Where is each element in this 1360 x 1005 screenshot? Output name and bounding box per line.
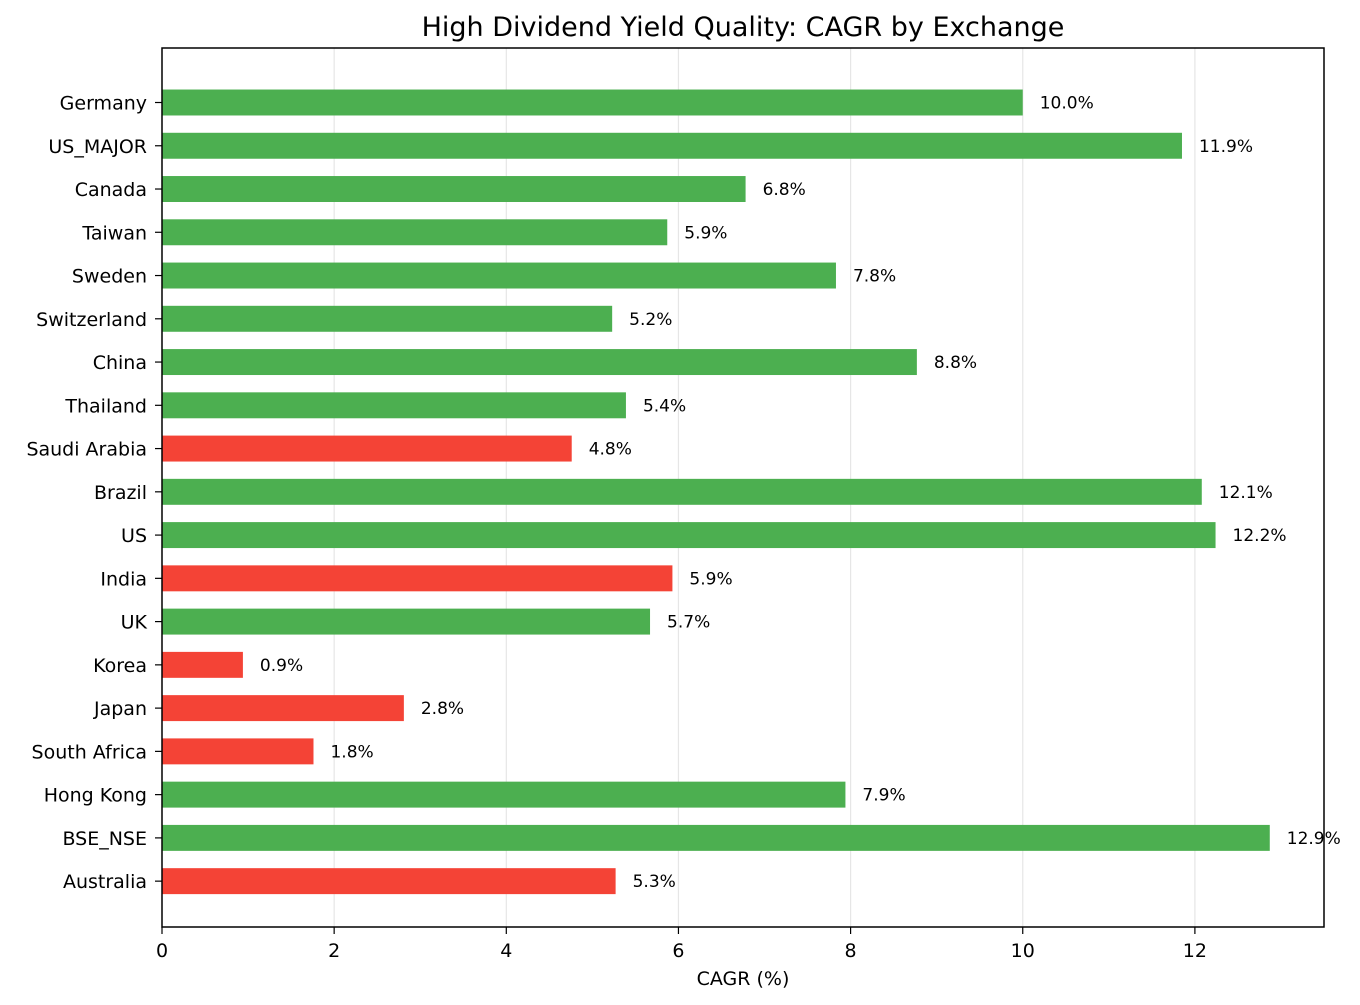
y-tick-label: Brazil: [94, 482, 147, 504]
data-label: 5.7%: [667, 613, 710, 633]
bars: [162, 89, 1270, 895]
x-tick-label: 10: [1011, 940, 1035, 962]
data-label: 5.9%: [684, 223, 727, 243]
bar: [162, 651, 243, 678]
data-label: 11.9%: [1199, 137, 1253, 157]
y-tick-label: US_MAJOR: [48, 136, 147, 158]
x-tick-label: 4: [500, 940, 512, 962]
bar: [162, 219, 668, 246]
data-label: 0.9%: [260, 656, 303, 676]
y-tick-label: Thailand: [64, 395, 147, 417]
y-tick-label: US: [121, 525, 147, 547]
y-tick-label: Germany: [60, 93, 147, 115]
data-label: 5.2%: [629, 310, 672, 330]
bar: [162, 738, 314, 765]
bar: [162, 478, 1202, 505]
bar: [162, 176, 746, 202]
y-tick-label: Korea: [93, 655, 147, 677]
y-tick-label: Canada: [75, 179, 147, 201]
bar: [162, 695, 404, 722]
y-tick-label: Australia: [63, 871, 147, 893]
y-tick-label: Switzerland: [36, 309, 147, 331]
data-label: 7.9%: [862, 786, 905, 806]
data-label: 12.2%: [1233, 526, 1287, 546]
y-tick-label: UK: [121, 612, 148, 634]
x-axis-label: CAGR (%): [697, 968, 790, 990]
bar: [162, 868, 616, 895]
x-tick-label: 6: [672, 940, 684, 962]
x-tick-label: 8: [845, 940, 857, 962]
bar: [162, 305, 613, 332]
bar: [162, 392, 626, 419]
x-tick-label: 2: [328, 940, 340, 962]
y-tick-label: South Africa: [32, 741, 147, 763]
data-label: 8.8%: [934, 353, 977, 373]
y-tick-label: China: [93, 352, 147, 374]
data-label: 2.8%: [421, 699, 464, 719]
bar: [162, 262, 836, 289]
bar: [162, 565, 673, 592]
y-tick-label: Japan: [93, 698, 147, 720]
y-tick-label: Taiwan: [81, 222, 147, 244]
y-tick-label: Hong Kong: [44, 785, 147, 807]
data-label: 5.4%: [643, 396, 686, 416]
y-tick-label: BSE_NSE: [62, 828, 147, 850]
data-label: 4.8%: [589, 440, 632, 460]
y-tick-label: Sweden: [72, 266, 147, 288]
plot-frame: [161, 47, 1325, 928]
data-label: 5.3%: [633, 872, 676, 892]
data-label: 10.0%: [1040, 94, 1094, 114]
chart-title: High Dividend Yield Quality: CAGR by Exc…: [422, 12, 1065, 43]
data-label: 5.9%: [689, 569, 732, 589]
bar: [162, 781, 846, 808]
bar: [162, 349, 917, 376]
y-tick-label: Saudi Arabia: [26, 439, 147, 461]
bar: [162, 132, 1182, 159]
bar: [162, 824, 1270, 851]
bar: [162, 522, 1216, 549]
x-tick-label: 0: [156, 940, 168, 962]
x-axis-ticks: 0 2 4 6 8 10 12: [156, 927, 1207, 962]
data-label: 1.8%: [330, 742, 373, 762]
bar: [162, 89, 1023, 116]
data-label: 12.1%: [1219, 483, 1273, 503]
x-tick-label: 12: [1183, 940, 1207, 962]
data-labels: 10.0% 11.9% 6.8% 5.9% 7.8% 5.2% 8.8% 5.4% 4.8% 12…: [260, 94, 1341, 893]
y-tick-label: India: [100, 568, 147, 590]
bar: [162, 435, 572, 462]
y-axis-ticks: Germany US_MAJOR Canada Taiwan Sweden Switzer…: [26, 93, 162, 893]
data-label: 6.8%: [763, 180, 806, 200]
data-label: 12.9%: [1287, 829, 1341, 849]
bar: [162, 608, 651, 635]
data-label: 7.8%: [853, 267, 896, 287]
